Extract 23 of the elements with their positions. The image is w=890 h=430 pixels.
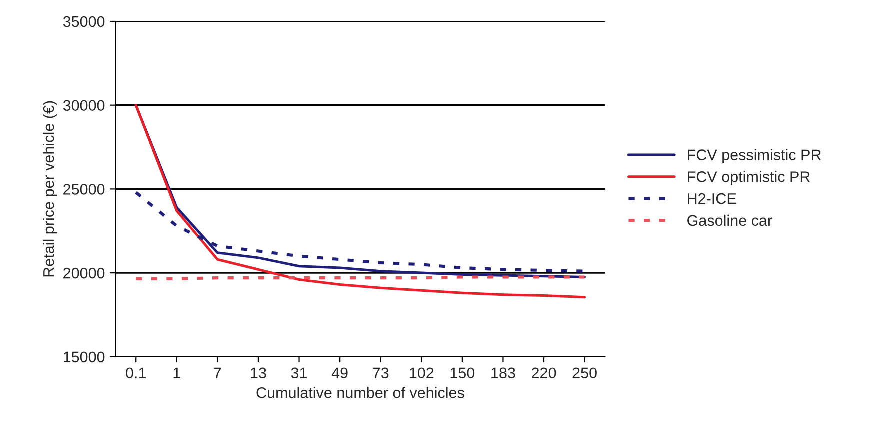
legend-label: FCV optimistic PR — [688, 171, 810, 186]
y-axis-title: Retail price per vehicle (€) — [43, 101, 58, 277]
x-tick-label: 1 — [174, 368, 180, 378]
y-tick-label: 20000 — [64, 268, 105, 279]
x-tick-label: 13 — [251, 368, 266, 379]
x-tick-label: 49 — [332, 368, 348, 379]
y-tick-label: 30000 — [63, 100, 105, 112]
x-axis-title: Cumulative number of vehicles — [256, 387, 464, 398]
x-tick-label: 150 — [450, 368, 475, 379]
x-tick-label: 73 — [373, 368, 389, 379]
x-tick-label: 31 — [291, 368, 308, 379]
legend-label: FCV pessimistic PR — [688, 149, 822, 164]
y-tick-label: 25000 — [64, 184, 105, 195]
y-tick-label: 15000 — [64, 352, 105, 363]
legend-label: Gasoline car — [688, 214, 772, 226]
x-tick-label: 102 — [410, 368, 434, 379]
x-tick-label: 0.1 — [126, 368, 146, 379]
x-tick-label: 250 — [572, 368, 597, 379]
x-tick-label: 183 — [492, 368, 516, 379]
y-tick-label: 35000 — [63, 16, 105, 28]
x-tick-label: 220 — [532, 368, 556, 379]
x-tick-label: 7 — [214, 368, 222, 378]
legend-label: H2-ICE — [688, 193, 736, 204]
